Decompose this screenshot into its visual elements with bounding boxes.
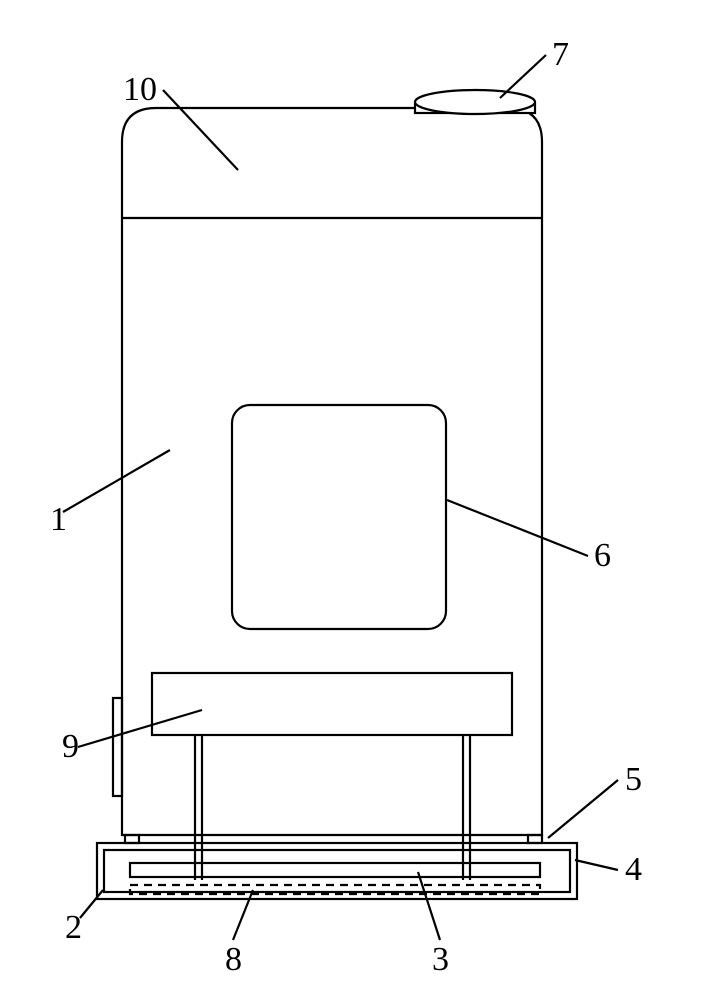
label-3: 3: [432, 941, 449, 978]
leader-line-2: [80, 890, 103, 918]
label-6: 6: [594, 537, 611, 574]
label-9: 9: [62, 728, 79, 765]
label-1: 1: [50, 501, 67, 538]
label-4: 4: [625, 851, 642, 888]
label-7: 7: [552, 36, 569, 73]
label-5: 5: [625, 761, 642, 798]
label-8: 8: [225, 941, 242, 978]
top-lid: [415, 90, 535, 114]
leader-line-7: [500, 55, 546, 98]
leader-line-3: [418, 872, 440, 940]
left-tab: [113, 698, 122, 796]
foot-right: [528, 835, 542, 843]
leader-line-4: [575, 860, 618, 870]
technical-diagram: 1 2 3 4 5 6 7 8 9 10: [0, 0, 705, 1000]
base-lower-bar: [130, 863, 540, 877]
base-outer: [97, 843, 577, 899]
leader-line-8: [233, 890, 253, 940]
leader-line-5: [548, 780, 618, 838]
foot-left: [125, 835, 139, 843]
label-10: 10: [123, 71, 157, 108]
label-2: 2: [65, 909, 82, 946]
